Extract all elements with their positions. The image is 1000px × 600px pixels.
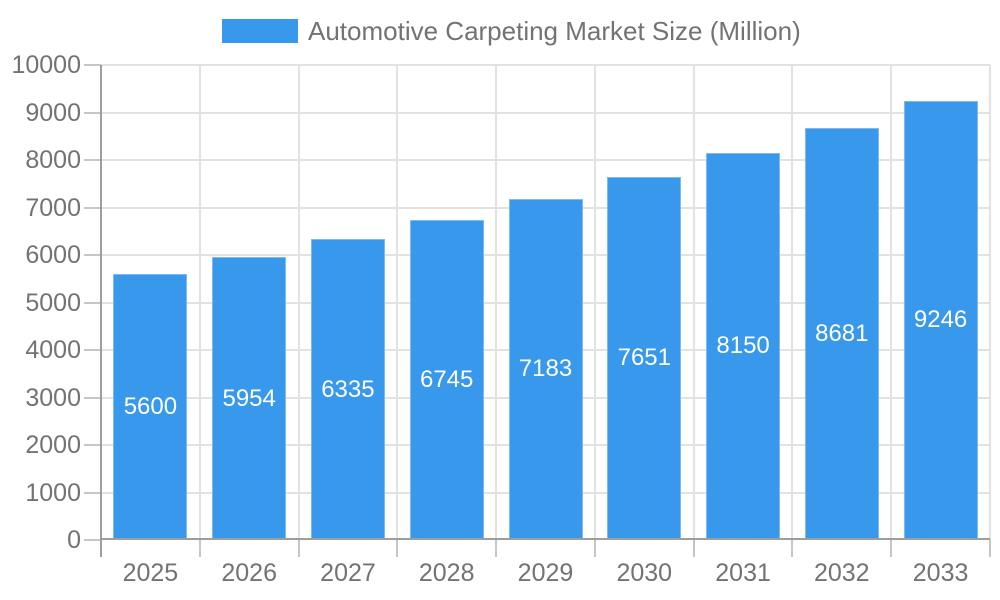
bar-value-label: 6745 <box>419 365 474 393</box>
bar-2028[interactable] <box>409 219 484 540</box>
y-axis-tick-label: 2000 <box>25 431 81 459</box>
gridline-vertical <box>495 65 498 540</box>
gridline-vertical <box>198 65 201 540</box>
bar-value-label: 8681 <box>815 319 869 347</box>
y-axis-tick-label: 6000 <box>25 241 81 269</box>
x-axis-tick <box>396 540 399 557</box>
y-axis-tick <box>84 444 101 446</box>
x-axis-tick-label: 2033 <box>912 559 969 587</box>
bar-2027[interactable] <box>310 239 385 540</box>
bar-value-label: 7183 <box>518 355 573 383</box>
y-axis-tick-label: 9000 <box>25 98 81 127</box>
bar-2033[interactable] <box>903 100 978 540</box>
x-axis-tick-label: 2031 <box>715 559 771 587</box>
x-axis-tick <box>593 540 596 557</box>
gridline-horizontal <box>101 111 990 114</box>
x-axis-tick <box>890 540 893 557</box>
bar-2026[interactable] <box>212 257 287 540</box>
x-axis-tick <box>495 540 498 557</box>
gridline-vertical <box>692 65 695 540</box>
x-axis-tick <box>198 540 201 557</box>
y-axis-tick-label: 7000 <box>25 193 81 222</box>
y-axis-line <box>100 65 102 557</box>
y-axis-tick-label: 0 <box>67 526 81 554</box>
x-axis-tick <box>692 540 695 557</box>
y-axis-tick <box>84 254 101 256</box>
y-axis-tick-label: 5000 <box>25 288 81 317</box>
bar-2032[interactable] <box>804 127 879 540</box>
gridline-vertical <box>593 65 596 540</box>
gridline-horizontal <box>101 159 990 161</box>
x-axis-tick-label: 2032 <box>813 559 870 587</box>
x-axis-tick-label: 2027 <box>320 559 376 587</box>
y-axis-tick <box>84 301 101 304</box>
gridline-vertical <box>396 65 399 540</box>
bar-2029[interactable] <box>508 198 583 540</box>
y-axis-tick <box>84 111 101 114</box>
bar-value-label: 7651 <box>617 344 671 372</box>
y-axis-tick <box>84 64 101 66</box>
x-axis-tick-label: 2026 <box>221 559 277 587</box>
y-axis-tick <box>84 159 101 161</box>
y-axis-tick <box>84 396 101 399</box>
gridline-vertical <box>791 65 794 540</box>
y-axis-tick <box>84 491 101 494</box>
x-axis-tick-label: 2029 <box>517 559 574 587</box>
chart-legend[interactable]: Automotive Carpeting Market Size (Millio… <box>222 16 801 46</box>
x-axis-tick-label: 2025 <box>122 559 179 587</box>
gridline-vertical <box>297 65 300 540</box>
y-axis-tick <box>84 206 101 209</box>
bar-2031[interactable] <box>706 152 781 540</box>
bar-value-label: 8150 <box>716 332 770 360</box>
x-axis-line <box>101 538 990 540</box>
y-axis-tick <box>84 349 101 351</box>
legend-swatch-icon <box>222 19 298 43</box>
legend-label: Automotive Carpeting Market Size (Millio… <box>308 16 801 46</box>
bar-value-label: 9246 <box>913 306 968 334</box>
bar-value-label: 5600 <box>123 393 178 420</box>
y-axis-tick-label: 4000 <box>25 336 81 364</box>
gridline-horizontal <box>101 64 990 66</box>
bar-value-label: 6335 <box>321 375 375 403</box>
y-axis-tick-label: 1000 <box>25 478 81 507</box>
y-axis-tick <box>84 539 101 541</box>
bar-value-label: 5954 <box>222 384 276 412</box>
y-axis-tick-label: 8000 <box>25 146 81 174</box>
x-axis-tick-label: 2028 <box>418 559 475 587</box>
x-axis-tick <box>791 540 794 557</box>
bar-2030[interactable] <box>607 176 682 540</box>
gridline-vertical <box>989 65 991 540</box>
x-axis-tick <box>297 540 300 557</box>
x-axis-tick-label: 2030 <box>616 559 673 587</box>
gridline-vertical <box>890 65 893 540</box>
y-axis-tick-label: 10000 <box>11 51 81 79</box>
x-axis-tick <box>989 540 991 557</box>
y-axis-tick-label: 3000 <box>25 383 81 412</box>
